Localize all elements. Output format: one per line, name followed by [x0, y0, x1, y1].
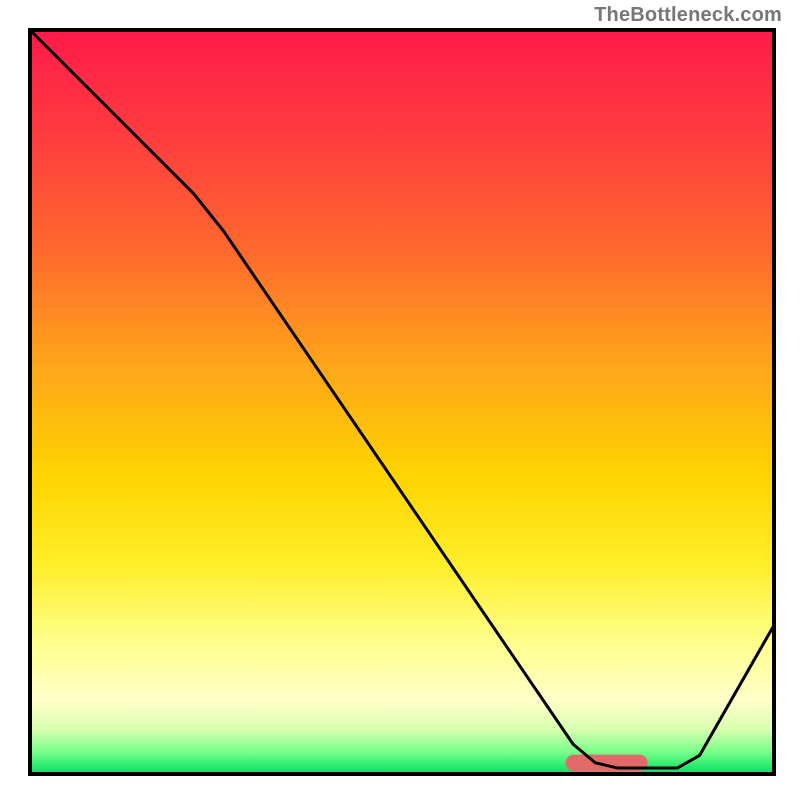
chart-container: TheBottleneck.com [0, 0, 800, 800]
plot-area [30, 30, 774, 774]
bottleneck-chart [0, 0, 800, 800]
watermark-text: TheBottleneck.com [594, 4, 782, 27]
